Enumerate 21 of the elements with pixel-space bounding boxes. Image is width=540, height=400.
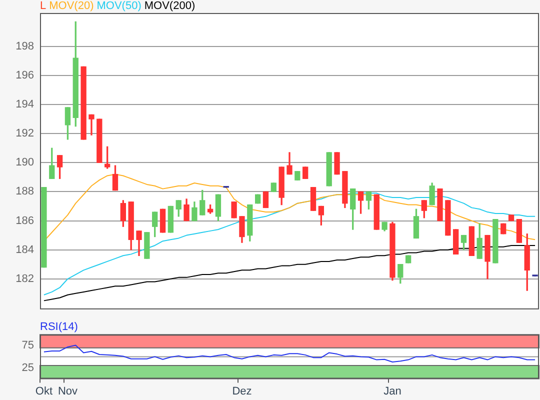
y-tick-label: 75 bbox=[22, 340, 34, 352]
y-tick-label: 186 bbox=[16, 214, 34, 227]
x-tick-label: Jan bbox=[384, 385, 402, 398]
y-tick-label: 25 bbox=[22, 362, 34, 374]
y-tick-label: 188 bbox=[16, 186, 34, 198]
text: MOV(50) bbox=[96, 0, 142, 12]
y-tick-label: 198 bbox=[16, 40, 34, 52]
series-label: RSI(14) bbox=[40, 321, 78, 333]
y-tick-label: 192 bbox=[16, 128, 34, 140]
candlestick bbox=[88, 114, 94, 136]
text: MOV(200) bbox=[144, 0, 196, 12]
text: MOV(20) bbox=[49, 0, 94, 12]
x-tick-label: Nov bbox=[58, 385, 78, 398]
y-tick-label: 190 bbox=[16, 156, 34, 169]
text: L bbox=[40, 0, 46, 12]
y-tick-label: 196 bbox=[16, 70, 34, 82]
y-tick-label: 194 bbox=[16, 98, 34, 111]
x-tick-label: Dez bbox=[232, 385, 252, 398]
y-tick-label: 182 bbox=[16, 272, 34, 285]
y-tick-label: 184 bbox=[16, 244, 34, 256]
x-tick-label: Okt bbox=[35, 385, 53, 398]
